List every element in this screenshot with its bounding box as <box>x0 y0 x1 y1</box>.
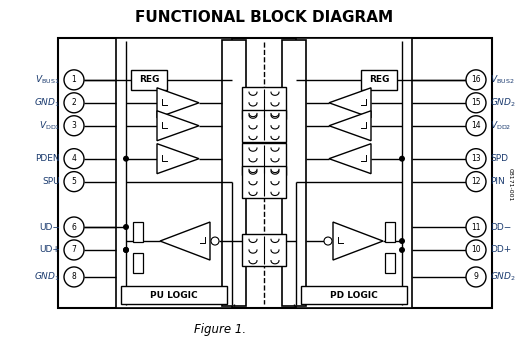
Circle shape <box>123 247 129 253</box>
Bar <box>242 143 286 175</box>
Bar <box>282 40 306 306</box>
Text: 5: 5 <box>72 177 77 186</box>
Circle shape <box>466 149 486 169</box>
Polygon shape <box>157 88 199 118</box>
Circle shape <box>64 172 84 191</box>
Bar <box>242 87 286 119</box>
Bar <box>116 38 232 308</box>
Circle shape <box>64 240 84 260</box>
Bar <box>133 223 143 243</box>
Circle shape <box>123 247 129 253</box>
Text: UD−: UD− <box>39 223 60 232</box>
Circle shape <box>64 217 84 237</box>
Bar <box>133 253 143 273</box>
Circle shape <box>324 237 332 245</box>
Polygon shape <box>329 88 371 118</box>
Text: $GND_{\rm 1}$: $GND_{\rm 1}$ <box>34 271 60 283</box>
Circle shape <box>466 70 486 90</box>
Polygon shape <box>329 144 371 174</box>
Circle shape <box>399 247 405 253</box>
Bar <box>242 166 286 198</box>
Text: 2: 2 <box>72 98 77 107</box>
Bar <box>242 234 286 266</box>
Text: $GND_{\rm 2}$: $GND_{\rm 2}$ <box>490 97 516 109</box>
Circle shape <box>466 267 486 287</box>
Bar <box>385 223 395 243</box>
Text: 16: 16 <box>471 75 481 84</box>
Text: $V_{\rm BUS1}$: $V_{\rm BUS1}$ <box>35 73 60 86</box>
Text: REG: REG <box>369 75 389 84</box>
Text: DD−: DD− <box>490 223 511 232</box>
Text: 6: 6 <box>72 223 77 232</box>
Bar <box>301 286 407 304</box>
Text: 10: 10 <box>471 245 481 254</box>
Bar <box>121 286 227 304</box>
Text: 12: 12 <box>472 177 481 186</box>
Circle shape <box>466 240 486 260</box>
Text: 08171-001: 08171-001 <box>507 168 513 202</box>
Text: 9: 9 <box>474 273 478 281</box>
Bar <box>58 38 492 308</box>
Text: SPD: SPD <box>490 154 508 163</box>
Text: $GND_{\rm 2}$: $GND_{\rm 2}$ <box>490 271 516 283</box>
Text: UD+: UD+ <box>39 245 60 254</box>
Circle shape <box>466 172 486 191</box>
Text: 3: 3 <box>72 121 77 130</box>
Polygon shape <box>160 222 210 260</box>
Circle shape <box>123 156 129 162</box>
Bar <box>242 110 286 142</box>
Text: FUNCTIONAL BLOCK DIAGRAM: FUNCTIONAL BLOCK DIAGRAM <box>135 10 393 25</box>
Text: PDEN: PDEN <box>35 154 60 163</box>
Polygon shape <box>333 222 383 260</box>
Text: REG: REG <box>139 75 159 84</box>
Text: 13: 13 <box>471 154 481 163</box>
Polygon shape <box>157 111 199 141</box>
Text: Figure 1.: Figure 1. <box>194 324 246 337</box>
Text: 11: 11 <box>472 223 481 232</box>
Text: PIN: PIN <box>490 177 505 186</box>
Text: 7: 7 <box>72 245 77 254</box>
Polygon shape <box>157 144 199 174</box>
Text: DD+: DD+ <box>490 245 511 254</box>
Circle shape <box>211 237 219 245</box>
Bar <box>222 40 246 306</box>
Circle shape <box>64 149 84 169</box>
Circle shape <box>466 93 486 113</box>
Circle shape <box>64 70 84 90</box>
Circle shape <box>64 93 84 113</box>
Bar <box>385 253 395 273</box>
Circle shape <box>64 116 84 136</box>
Text: $V_{\rm BUS2}$: $V_{\rm BUS2}$ <box>490 73 514 86</box>
Bar <box>131 70 167 90</box>
Text: $V_{\rm DD1}$: $V_{\rm DD1}$ <box>39 119 60 132</box>
Circle shape <box>123 224 129 230</box>
Text: 1: 1 <box>72 75 77 84</box>
Text: 8: 8 <box>72 273 77 281</box>
Text: PU LOGIC: PU LOGIC <box>150 290 198 299</box>
Circle shape <box>399 238 405 244</box>
Text: 4: 4 <box>72 154 77 163</box>
Text: 14: 14 <box>471 121 481 130</box>
Bar <box>361 70 397 90</box>
Text: PD LOGIC: PD LOGIC <box>330 290 378 299</box>
Polygon shape <box>329 111 371 141</box>
Bar <box>296 38 412 308</box>
Text: 15: 15 <box>471 98 481 107</box>
Circle shape <box>64 267 84 287</box>
Circle shape <box>399 156 405 162</box>
Text: $GND_{\rm 1}$: $GND_{\rm 1}$ <box>34 97 60 109</box>
Text: SPU: SPU <box>42 177 60 186</box>
Circle shape <box>466 217 486 237</box>
Circle shape <box>466 116 486 136</box>
Text: $V_{\rm DD2}$: $V_{\rm DD2}$ <box>490 119 511 132</box>
